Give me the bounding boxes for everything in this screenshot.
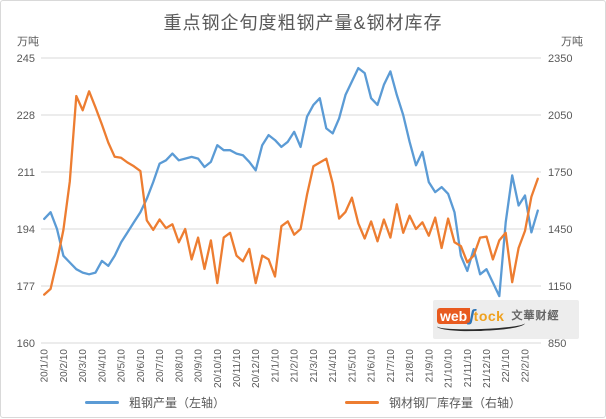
webstock-logo-tock: tock: [473, 308, 505, 324]
y-axis-left-tick: 245: [17, 53, 35, 65]
left-axis-unit-label: 万吨: [17, 36, 39, 48]
x-axis-tick: 21/9/10: [424, 349, 435, 383]
y-axis-right-tick: 850: [548, 338, 566, 350]
x-axis-tick: 21/10/10: [444, 349, 455, 388]
chart-title: 重点钢企旬度粗钢产量&钢材库存: [163, 13, 443, 33]
y-axis-right-tick: 1750: [548, 167, 572, 179]
legend-label-crude-steel-output: 粗钢产量（左轴）: [128, 396, 225, 410]
x-axis-tick: 20/10/10: [213, 349, 224, 388]
watermark: web ʃ tock 文華财經: [433, 300, 579, 339]
x-axis-tick: 21/8/10: [405, 349, 416, 383]
x-axis-tick: 21/5/10: [347, 349, 358, 383]
legend-item-crude-steel-output: 粗钢产量（左轴）: [84, 394, 225, 411]
x-axis-tick: 22/2/10: [520, 349, 531, 383]
x-axis-tick: 20/1/10: [40, 349, 51, 383]
x-axis-tick: 20/4/10: [97, 349, 108, 383]
y-axis-right-tick: 2350: [548, 53, 572, 65]
legend-line-sample-orange: [345, 401, 379, 404]
y-axis-left-tick: 228: [17, 110, 35, 122]
series-line-steel-inventory: [43, 90, 539, 296]
x-axis-tick: 21/3/10: [309, 349, 320, 383]
x-axis-tick: 20/8/10: [174, 349, 185, 383]
y-axis-left-tick: 194: [17, 224, 35, 236]
x-axis-tick: 20/11/10: [232, 349, 243, 388]
x-axis-tick: 20/5/10: [117, 349, 128, 383]
legend-line-sample-blue: [84, 401, 119, 404]
x-axis-tick: 20/12/10: [251, 349, 262, 388]
y-axis-left-tick: 211: [17, 167, 35, 179]
legend: 粗钢产量（左轴） 钢材钢厂库存量（右轴）: [1, 394, 605, 411]
x-axis-tick: 20/6/10: [136, 349, 147, 383]
x-axis-tick: 22/1/10: [501, 349, 512, 383]
watermark-logo: web ʃ tock 文華财經: [437, 306, 575, 325]
x-axis-tick: 21/6/10: [367, 349, 378, 383]
y-axis-right-tick: 1450: [548, 224, 572, 236]
series-line-crude-steel-output: [43, 66, 539, 298]
x-axis-tick: 21/1/10: [270, 349, 281, 383]
webstock-swoosh-icon: ʃ: [469, 306, 475, 325]
y-axis-left-tick: 160: [17, 338, 35, 350]
x-axis-tick: 21/7/10: [386, 349, 397, 383]
x-axis-tick: 20/2/10: [59, 349, 70, 383]
webstock-logo-web: web: [437, 308, 471, 324]
x-axis-tick: 21/4/10: [328, 349, 339, 383]
x-axis-tick: 21/12/10: [482, 349, 493, 388]
right-axis-unit-label: 万吨: [561, 36, 583, 48]
x-axis-tick: 20/3/10: [78, 349, 89, 383]
legend-item-steel-inventory: 钢材钢厂库存量（右轴）: [345, 394, 521, 411]
x-axis-tick: 20/9/10: [194, 349, 205, 383]
y-axis-left-tick: 177: [17, 281, 35, 293]
y-axis-right-tick: 2050: [548, 110, 572, 122]
x-axis-tick: 21/2/10: [290, 349, 301, 383]
legend-label-steel-inventory: 钢材钢厂库存量（右轴）: [389, 396, 522, 410]
x-axis-tick: 20/7/10: [155, 349, 166, 383]
watermark-chinese-name: 文華财經: [511, 310, 560, 322]
x-axis-tick: 21/11/10: [463, 349, 474, 388]
y-axis-right-tick: 1150: [548, 281, 572, 293]
